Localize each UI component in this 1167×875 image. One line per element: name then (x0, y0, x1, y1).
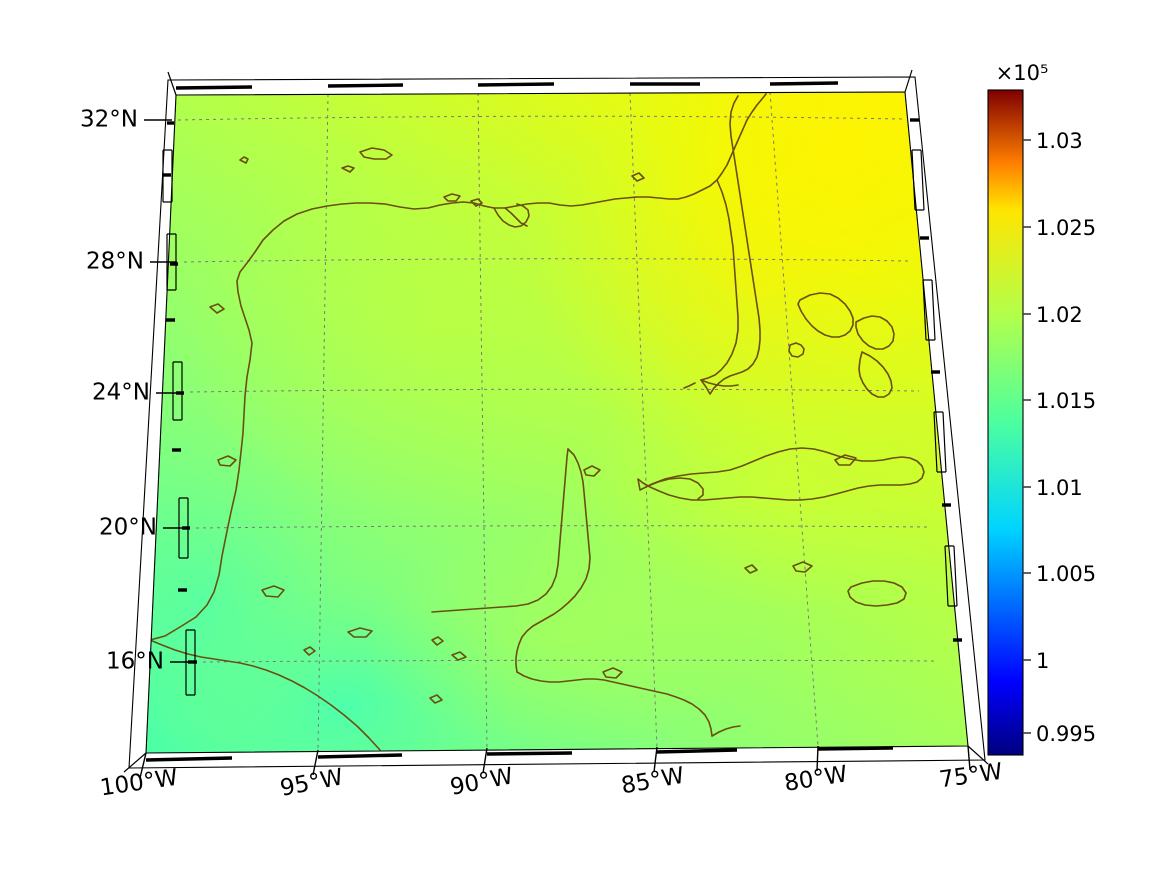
xaxis-ticks (139, 745, 971, 779)
yaxis-ticks (144, 119, 196, 663)
map-data-area[interactable] (55, 0, 1048, 835)
colorbar-exponent-label: ×10⁵ (996, 61, 1049, 85)
pressure-mid-gulf (180, 140, 680, 520)
colorbar-label-1-03: 1.03 (1036, 129, 1083, 153)
ytick-label-20N: 20°N (99, 515, 157, 541)
pressure-warm-yucatan (360, 530, 760, 750)
ytick-label-24N: 24°N (92, 380, 150, 406)
colorbar-label-1-025: 1.025 (1036, 216, 1096, 240)
colorbar-label-1: 1 (1036, 649, 1049, 673)
colorbar-label-1-02: 1.02 (1036, 303, 1083, 327)
ytick-label-32N: 32°N (80, 107, 138, 133)
ytick-label-16N: 16°N (106, 649, 164, 675)
colorbar-label-0-995: 0.995 (1036, 722, 1096, 746)
pressure-warm-cuba (570, 350, 968, 610)
colorbar-label-1-01: 1.01 (1036, 476, 1083, 500)
colorbar-gradient[interactable] (987, 89, 1024, 756)
yaxis-tick-labels: 32°N 28°N 24°N 20°N 16°N (80, 107, 164, 675)
ytick-label-28N: 28°N (86, 249, 144, 275)
colorbar[interactable]: ×10⁵ 1.03 1.025 1.02 1.015 1.01 1.005 1 … (987, 61, 1096, 756)
colorbar-ticks (1023, 139, 1031, 734)
colorbar-label-1-005: 1.005 (1036, 562, 1096, 586)
colorbar-tick-labels: 1.03 1.025 1.02 1.015 1.01 1.005 1 0.995 (1036, 129, 1096, 746)
pressure-low-mexico-coast (146, 430, 355, 753)
colorbar-label-1-015: 1.015 (1036, 389, 1096, 413)
coastline-paths (149, 93, 925, 751)
